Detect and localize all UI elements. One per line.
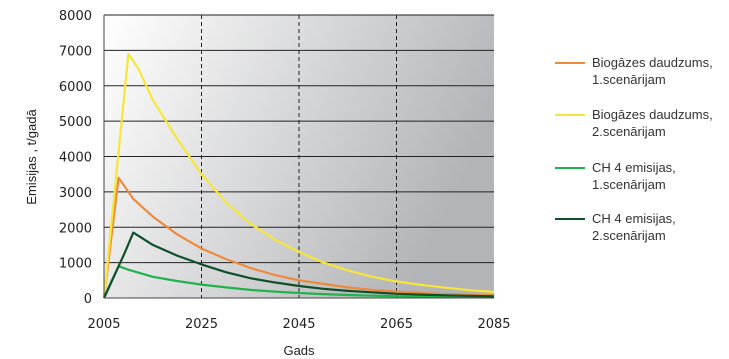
legend-label-line2: 2.scenārijam [592,124,666,139]
x-tick-labels: 2005 2025 2045 2065 2085 [87,317,510,332]
legend-swatch [555,114,585,116]
legend-item-biogas-1: Biogāzes daudzums, 1.scenārijam [555,54,713,88]
legend-label-line2: 2.scenārijam [592,228,666,243]
y-tick-label: 5000 [59,115,92,130]
legend-swatch [555,167,585,169]
axes [103,15,494,299]
series-line-biogas-1 [102,176,495,299]
y-tick-label: 1000 [59,257,92,272]
legend-swatch [555,218,585,220]
y-axis-title: Emisijas , t/gadā [24,109,39,205]
legend-item-biogas-2: Biogāzes daudzums, 2.scenārijam [555,106,713,140]
x-tick-label: 2065 [380,317,413,332]
x-axis-title: Gads [283,343,315,358]
legend-label-line1: CH 4 emisijas, [592,211,676,226]
x-tick-label: 2025 [185,317,218,332]
x-tick-label: 2005 [87,317,120,332]
legend-label-line2: 1.scenārijam [592,177,666,192]
series-lines [102,52,495,299]
y-tick-label: 6000 [59,80,92,95]
series-line-ch4-2 [103,231,495,299]
x-tick-label: 2085 [477,317,510,332]
legend-item-ch4-2: CH 4 emisijas, 2.scenārijam [555,210,676,244]
y-tick-label: 8000 [59,9,92,24]
x-tick-label: 2045 [282,317,315,332]
series-line-ch4-1 [103,265,495,299]
legend-label-line2: 1.scenārijam [592,72,666,87]
series-line-biogas-2 [102,52,495,299]
y-tick-label: 4000 [59,151,92,166]
grid-lines [104,14,494,298]
y-tick-label: 0 [84,292,92,307]
legend-label-line1: Biogāzes daudzums, [592,55,713,70]
legend-item-ch4-1: CH 4 emisijas, 1.scenārijam [555,159,676,193]
legend-label-line1: CH 4 emisijas, [592,160,676,175]
y-tick-labels: 0 1000 2000 3000 4000 5000 6000 7000 8000 [59,9,92,307]
legend-swatch [555,62,585,64]
y-tick-label: 2000 [59,221,92,236]
y-tick-label: 7000 [59,44,92,59]
y-tick-label: 3000 [59,186,92,201]
legend-label-line1: Biogāzes daudzums, [592,107,713,122]
